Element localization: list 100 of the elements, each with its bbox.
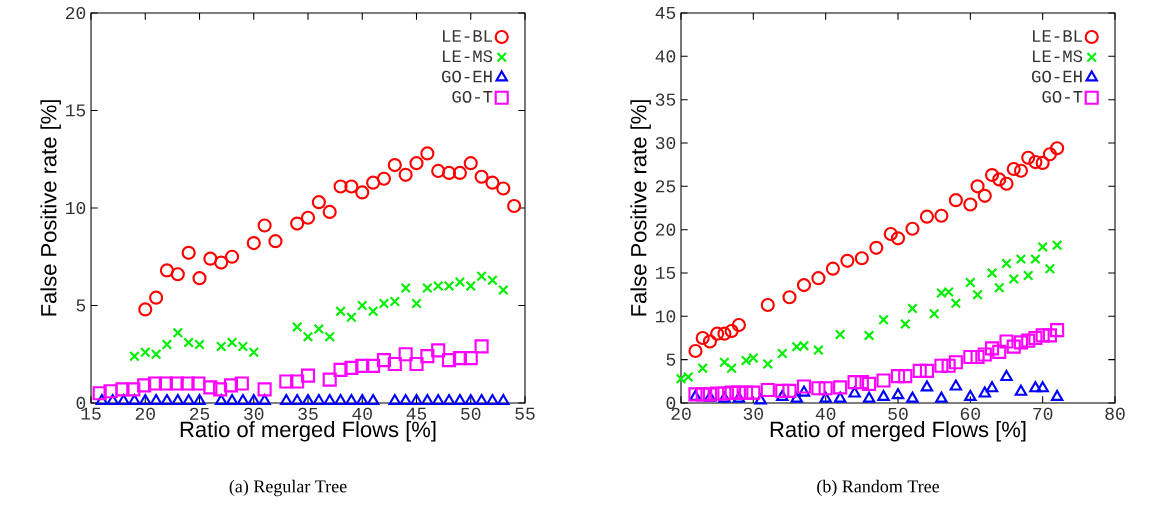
- y-tick-label: 5: [76, 299, 86, 312]
- point: [485, 175, 500, 190]
- legend-label: GO-EH: [442, 70, 492, 83]
- point: [366, 358, 381, 374]
- point: [935, 391, 948, 403]
- y-tick-label: 20: [65, 6, 86, 20]
- point: [782, 290, 797, 305]
- point: [993, 282, 1005, 294]
- point: [398, 167, 413, 182]
- point: [103, 384, 118, 399]
- point: [442, 393, 456, 406]
- point: [169, 376, 184, 391]
- point: [825, 261, 840, 276]
- point: [147, 376, 163, 391]
- x-tick-label: 50: [461, 407, 481, 420]
- point: [324, 331, 336, 342]
- x-tick-label: 30: [244, 407, 264, 420]
- x-tick-label: 40: [815, 407, 836, 420]
- point: [366, 393, 380, 406]
- point: [192, 271, 207, 286]
- point: [1028, 154, 1043, 170]
- point: [193, 393, 206, 406]
- y-tick-label: 10: [66, 201, 86, 215]
- point: [999, 176, 1014, 191]
- point: [919, 363, 934, 378]
- point: [117, 393, 130, 406]
- point: [224, 249, 240, 264]
- point: [890, 369, 906, 384]
- point: [796, 278, 812, 293]
- y-tick-label: 40: [655, 50, 676, 63]
- point: [1042, 328, 1057, 343]
- point: [746, 385, 761, 400]
- point: [226, 337, 238, 348]
- point: [964, 389, 977, 401]
- point: [420, 349, 435, 364]
- point: [731, 317, 746, 333]
- point: [1006, 339, 1021, 354]
- point: [854, 251, 869, 266]
- point: [247, 393, 261, 406]
- point: [246, 236, 261, 251]
- point: [862, 391, 876, 403]
- point: [95, 393, 109, 406]
- point: [137, 378, 152, 393]
- point: [848, 386, 861, 398]
- point: [376, 171, 392, 186]
- point: [878, 314, 889, 326]
- point: [159, 263, 175, 278]
- point: [225, 393, 239, 406]
- point: [1001, 258, 1012, 269]
- point: [726, 363, 737, 374]
- point: [731, 385, 746, 400]
- point: [355, 185, 370, 200]
- point: [441, 165, 457, 180]
- point: [963, 349, 978, 365]
- point: [191, 376, 206, 391]
- point: [1000, 369, 1013, 382]
- point: [891, 388, 905, 400]
- point: [335, 306, 346, 317]
- point: [977, 347, 992, 362]
- point: [1042, 147, 1057, 162]
- point: [452, 351, 467, 366]
- point: [280, 393, 293, 406]
- point: [928, 308, 940, 320]
- point: [702, 334, 718, 349]
- point: [1051, 239, 1063, 251]
- point: [984, 341, 1000, 356]
- y-tick-label: 35: [655, 93, 676, 106]
- y-tick-label: 15: [66, 104, 86, 117]
- point: [333, 362, 348, 377]
- point: [1035, 328, 1050, 343]
- point: [257, 218, 272, 233]
- point: [215, 341, 227, 352]
- point: [367, 306, 379, 317]
- point: [322, 204, 337, 219]
- point: [106, 393, 119, 406]
- point: [833, 391, 847, 403]
- point: [463, 351, 478, 366]
- point: [454, 276, 466, 288]
- point: [1021, 333, 1036, 348]
- point: [695, 387, 710, 402]
- point: [1037, 241, 1048, 253]
- point: [869, 240, 884, 255]
- point: [978, 386, 992, 398]
- point: [463, 156, 478, 171]
- point: [507, 198, 522, 214]
- point: [1021, 150, 1036, 165]
- point: [948, 355, 963, 370]
- point: [1050, 323, 1065, 338]
- point: [862, 376, 877, 391]
- point: [847, 375, 862, 390]
- point: [237, 341, 249, 352]
- point: [452, 165, 467, 180]
- x-tick-label: 35: [298, 407, 318, 420]
- point: [1028, 330, 1043, 346]
- legend-label: LE-MS: [1033, 50, 1083, 63]
- point: [258, 393, 271, 406]
- point: [717, 386, 732, 401]
- point: [992, 344, 1007, 359]
- point: [497, 284, 509, 296]
- point: [398, 347, 413, 362]
